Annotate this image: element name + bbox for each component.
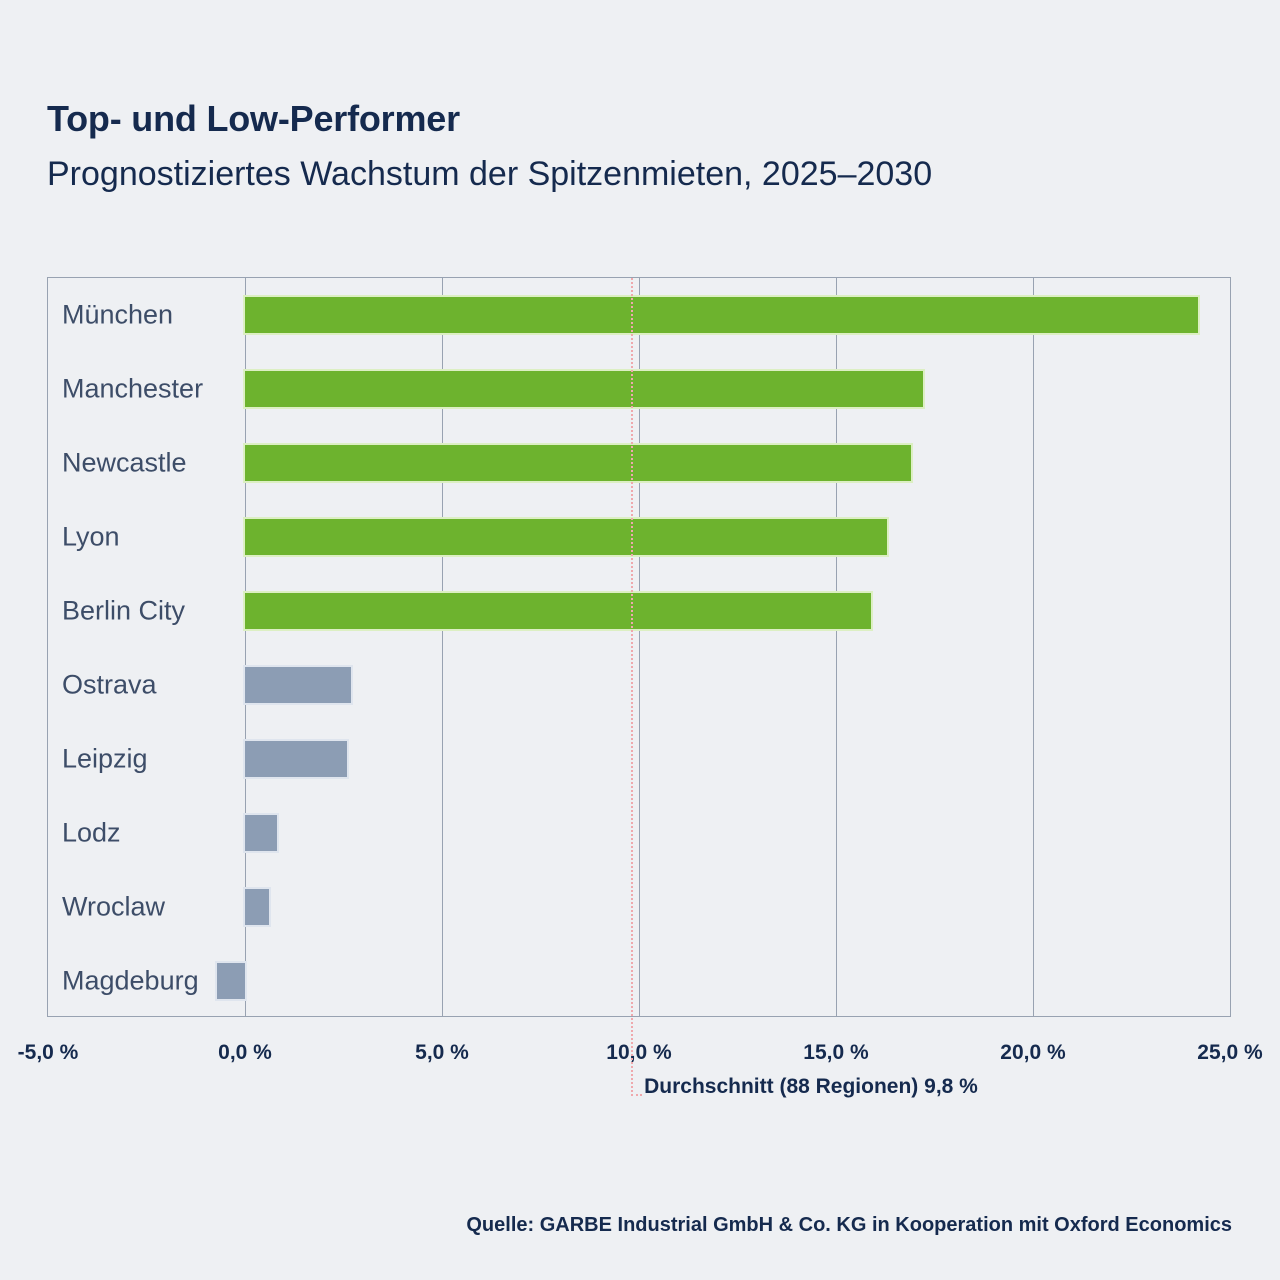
bar-row: Leipzig	[48, 722, 1230, 796]
average-line	[631, 278, 634, 1096]
bar-row: Newcastle	[48, 426, 1230, 500]
bar	[245, 445, 911, 481]
bar-row: Ostrava	[48, 648, 1230, 722]
bar-row: Berlin City	[48, 574, 1230, 648]
bar	[245, 297, 1199, 333]
x-tick-label: 5,0 %	[415, 1041, 469, 1064]
bar	[245, 815, 277, 851]
bar	[245, 667, 352, 703]
category-label: Lodz	[62, 817, 121, 848]
category-label: Ostrava	[62, 669, 157, 700]
category-label: Lyon	[62, 521, 120, 552]
category-label: München	[62, 299, 174, 330]
average-label: Durchschnitt (88 Regionen) 9,8 %	[644, 1075, 978, 1098]
bar-row: München	[48, 278, 1230, 352]
chart-title: Top- und Low-Performer	[47, 98, 460, 139]
bar-row: Wroclaw	[48, 870, 1230, 944]
x-tick-label: 25,0 %	[1197, 1041, 1263, 1064]
bar	[217, 963, 245, 999]
category-label: Leipzig	[62, 743, 148, 774]
bar-row: Lodz	[48, 796, 1230, 870]
gridline	[245, 278, 246, 1016]
bar-rows: München Manchester Newcastle Lyon Berlin Cit…	[48, 278, 1230, 1016]
gridline	[639, 278, 640, 1016]
average-line-connector	[631, 1094, 643, 1096]
bar-row: Magdeburg	[48, 944, 1230, 1018]
gridline	[442, 278, 443, 1016]
x-axis-labels: -5,0 % 0,0 % 5,0 % 10,0 % 15,0 % 20,0 % 25,0 %	[18, 1041, 1263, 1067]
bar-row: Lyon	[48, 500, 1230, 574]
bar	[245, 889, 269, 925]
category-label: Wroclaw	[62, 891, 166, 922]
x-tick-label: 10,0 %	[606, 1041, 672, 1064]
x-tick-label: -5,0 %	[17, 1041, 79, 1064]
category-label: Manchester	[62, 373, 204, 404]
x-tick-label: 0,0 %	[218, 1041, 272, 1064]
bar	[245, 741, 348, 777]
bar	[245, 371, 923, 407]
gridline	[836, 278, 837, 1016]
category-label: Berlin City	[62, 595, 186, 626]
gridline	[1033, 278, 1034, 1016]
bar-chart: München Manchester Newcastle Lyon Berlin Cit…	[18, 277, 1263, 1098]
x-tick-label: 15,0 %	[803, 1041, 869, 1064]
source-note: Quelle: GARBE Industrial GmbH & Co. KG i…	[466, 1214, 1232, 1236]
bar-row: Manchester	[48, 352, 1230, 426]
chart-subtitle: Prognostiziertes Wachstum der Spitzenmie…	[47, 155, 933, 193]
bar	[245, 519, 888, 555]
category-label: Newcastle	[62, 447, 187, 478]
category-label: Magdeburg	[62, 965, 199, 996]
bar	[245, 593, 872, 629]
x-tick-label: 20,0 %	[1000, 1041, 1066, 1064]
